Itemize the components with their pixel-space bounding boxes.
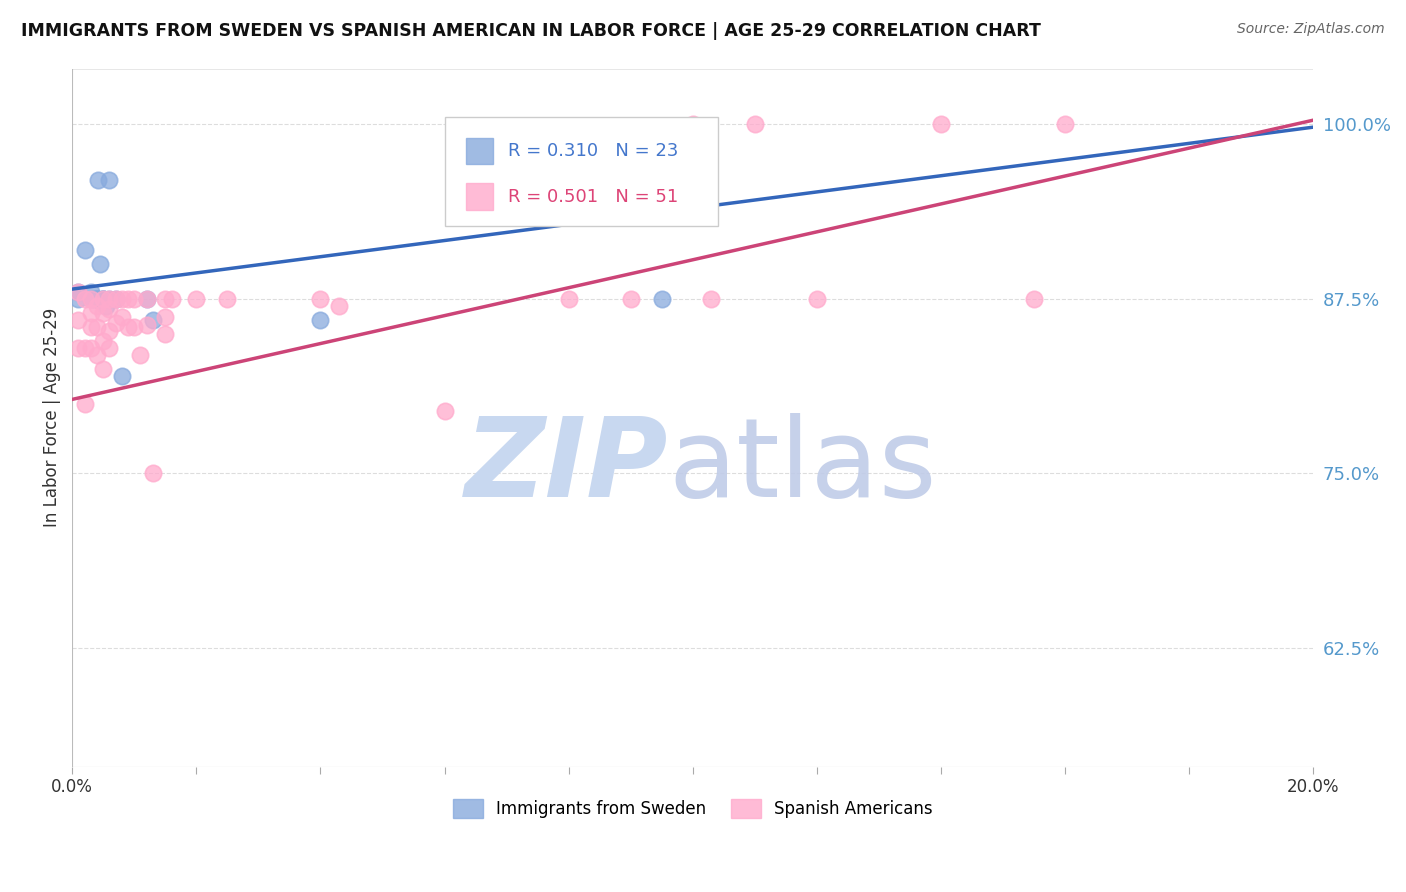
Point — [86, 292, 108, 306]
Point — [186, 292, 208, 306]
Point — [111, 368, 134, 383]
Point — [155, 310, 177, 324]
Point — [80, 285, 103, 299]
Point — [67, 285, 90, 299]
Point — [98, 341, 121, 355]
Point — [98, 301, 121, 316]
Point — [98, 292, 121, 306]
Point — [104, 292, 127, 306]
Point — [651, 292, 673, 306]
Point — [73, 341, 96, 355]
Legend: Immigrants from Sweden, Spanish Americans: Immigrants from Sweden, Spanish American… — [446, 792, 939, 824]
Point — [67, 341, 90, 355]
Point — [98, 292, 121, 306]
Point — [96, 299, 118, 313]
FancyBboxPatch shape — [444, 118, 717, 226]
Point — [67, 285, 90, 299]
Point — [80, 292, 103, 306]
Point — [83, 292, 105, 306]
Point — [91, 292, 114, 306]
Point — [86, 319, 108, 334]
Point — [80, 292, 103, 306]
Point — [1054, 117, 1077, 131]
Point — [129, 348, 152, 362]
Text: atlas: atlas — [668, 413, 936, 520]
Point — [104, 292, 127, 306]
Point — [80, 306, 103, 320]
Point — [67, 292, 90, 306]
Point — [744, 117, 766, 131]
Point — [86, 348, 108, 362]
Point — [111, 292, 134, 306]
Point — [142, 467, 165, 481]
Point — [328, 299, 350, 313]
Point — [98, 173, 121, 187]
Point — [111, 310, 134, 324]
Point — [73, 243, 96, 257]
Point — [135, 292, 157, 306]
Point — [124, 292, 146, 306]
Point — [155, 292, 177, 306]
Point — [89, 257, 111, 271]
Text: IMMIGRANTS FROM SWEDEN VS SPANISH AMERICAN IN LABOR FORCE | AGE 25-29 CORRELATIO: IMMIGRANTS FROM SWEDEN VS SPANISH AMERIC… — [21, 22, 1040, 40]
Point — [929, 117, 952, 131]
Point — [135, 292, 157, 306]
Point — [91, 334, 114, 348]
Point — [135, 318, 157, 333]
Point — [142, 313, 165, 327]
Point — [98, 324, 121, 338]
Point — [160, 292, 183, 306]
Text: Source: ZipAtlas.com: Source: ZipAtlas.com — [1237, 22, 1385, 37]
Point — [104, 316, 127, 330]
Text: ZIP: ZIP — [464, 413, 668, 520]
Point — [67, 313, 90, 327]
Point — [1022, 292, 1045, 306]
Point — [86, 299, 108, 313]
Text: R = 0.310   N = 23: R = 0.310 N = 23 — [508, 142, 678, 161]
Point — [73, 292, 96, 306]
Point — [557, 292, 579, 306]
Point — [117, 319, 139, 334]
Point — [91, 292, 114, 306]
Y-axis label: In Labor Force | Age 25-29: In Labor Force | Age 25-29 — [44, 308, 60, 527]
Point — [80, 341, 103, 355]
Point — [80, 319, 103, 334]
Point — [87, 173, 110, 187]
Text: R = 0.501   N = 51: R = 0.501 N = 51 — [508, 187, 678, 206]
Point — [620, 292, 643, 306]
Point — [91, 361, 114, 376]
Point — [86, 292, 108, 306]
Point — [155, 326, 177, 341]
Point — [73, 396, 96, 410]
Point — [86, 292, 108, 306]
Point — [91, 292, 114, 306]
FancyBboxPatch shape — [465, 138, 494, 164]
Point — [433, 403, 456, 417]
Point — [217, 292, 239, 306]
Point — [117, 292, 139, 306]
Point — [124, 319, 146, 334]
Point — [806, 292, 828, 306]
Point — [91, 292, 114, 306]
Point — [309, 292, 332, 306]
Point — [682, 117, 704, 131]
Point — [309, 313, 332, 327]
Point — [700, 292, 723, 306]
FancyBboxPatch shape — [465, 184, 494, 210]
Point — [91, 306, 114, 320]
